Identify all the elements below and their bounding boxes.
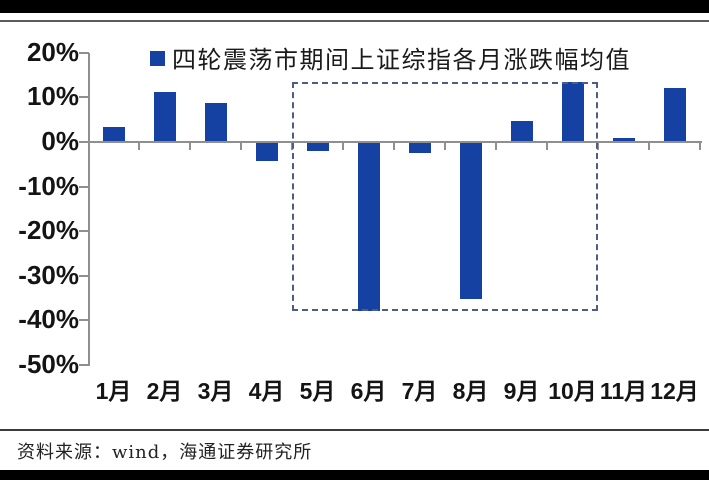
bar-12月 — [663, 88, 686, 142]
top-black-band — [0, 0, 709, 13]
x-axis-label: 2月 — [146, 378, 183, 404]
y-tick-label: 20% — [26, 36, 79, 67]
x-tick-mark — [495, 143, 497, 150]
y-axis-line — [88, 53, 90, 366]
y-tick-label: -50% — [18, 348, 79, 379]
bar-4月 — [255, 142, 278, 161]
x-tick-mark — [342, 143, 344, 150]
y-tick-mark — [79, 230, 89, 233]
y-tick-mark — [79, 274, 89, 277]
bar-5月 — [306, 142, 329, 152]
x-tick-mark — [546, 143, 548, 150]
x-axis-label: 12月 — [650, 378, 699, 404]
x-axis-label: 1月 — [95, 378, 132, 404]
x-tick-mark — [648, 143, 650, 150]
x-axis-label: 4月 — [248, 378, 285, 404]
y-tick-label: 10% — [26, 81, 79, 112]
bar-6月 — [357, 142, 380, 312]
chart-legend: 四轮震荡市期间上证综指各月涨跌幅均值 — [150, 40, 631, 75]
x-axis-label: 8月 — [452, 378, 489, 404]
y-tick-label: -30% — [18, 259, 79, 290]
footer-divider-line — [0, 429, 709, 431]
y-tick-mark — [79, 51, 89, 54]
y-tick-label: -10% — [18, 170, 79, 201]
x-tick-mark — [189, 143, 191, 150]
x-axis-label: 11月 — [599, 378, 648, 404]
bar-9月 — [510, 121, 533, 142]
y-tick-mark — [79, 141, 89, 143]
x-tick-mark — [699, 143, 701, 150]
bar-11月 — [612, 138, 635, 142]
x-axis-label: 5月 — [299, 378, 336, 404]
bar-10月 — [561, 82, 584, 142]
x-tick-mark — [240, 143, 242, 150]
y-tick-mark — [79, 363, 89, 366]
legend-swatch-icon — [150, 51, 165, 66]
source-note: 资料来源：wind，海通证券研究所 — [17, 442, 313, 463]
x-tick-mark — [138, 143, 140, 150]
x-axis-label: 3月 — [197, 378, 234, 404]
x-axis-label: 9月 — [503, 378, 540, 404]
y-tick-label: -20% — [18, 215, 79, 246]
x-axis-label: 10月 — [548, 378, 597, 404]
bar-2月 — [153, 92, 176, 142]
bar-1月 — [102, 126, 125, 142]
x-tick-mark — [597, 143, 599, 150]
dashed-highlight-box — [292, 82, 598, 312]
x-tick-mark — [393, 143, 395, 150]
y-tick-mark — [79, 96, 89, 99]
y-tick-mark — [79, 319, 89, 322]
bar-7月 — [408, 142, 431, 153]
header-divider-line — [0, 20, 709, 22]
x-axis-label: 7月 — [401, 378, 438, 404]
y-tick-mark — [79, 185, 89, 188]
y-tick-label: -40% — [18, 304, 79, 335]
bar-8月 — [459, 142, 482, 299]
legend-series-label: 四轮震荡市期间上证综指各月涨跌幅均值 — [172, 46, 631, 74]
x-tick-mark — [444, 143, 446, 150]
bar-3月 — [204, 103, 227, 142]
bottom-black-band — [0, 470, 709, 480]
y-tick-label: 0% — [41, 125, 79, 156]
x-axis-zero-line — [88, 141, 702, 143]
x-axis-label: 6月 — [350, 378, 387, 404]
